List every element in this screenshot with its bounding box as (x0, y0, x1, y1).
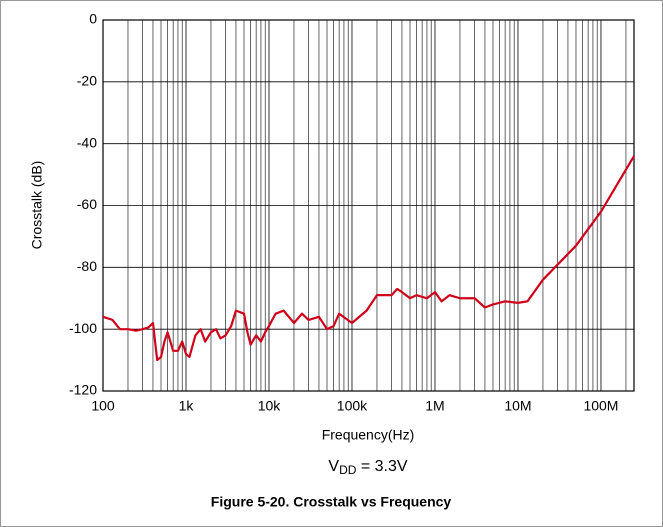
y-axis-label: Crosstalk (dB) (29, 161, 45, 250)
x-tick-label: 100 (91, 398, 115, 414)
x-tick-label: 100M (583, 398, 618, 414)
y-tick-label: -20 (77, 73, 97, 89)
annotation-base: V (328, 458, 339, 475)
x-tick-label: 10k (258, 398, 282, 414)
y-tick-label: 0 (89, 11, 97, 27)
y-tick-label: -120 (69, 382, 97, 398)
annotation: VDD = 3.3V (328, 458, 407, 477)
y-tick-label: -100 (69, 320, 97, 336)
annotation-rest: = 3.3V (356, 458, 407, 475)
x-tick-label: 1k (179, 398, 195, 414)
line-series (102, 155, 635, 362)
y-tick-label: -60 (77, 196, 97, 212)
x-tick-label: 10M (504, 398, 531, 414)
x-tick-label: 100k (337, 398, 368, 414)
x-tick-label: 1M (425, 398, 444, 414)
chart-title: Figure 5-20. Crosstalk vs Frequency (211, 494, 452, 510)
y-tick-label: -80 (77, 258, 97, 274)
annotation-sub: DD (339, 463, 357, 477)
plot-border (102, 19, 635, 392)
y-tick-label: -40 (77, 134, 97, 150)
x-axis-label: Frequency(Hz) (322, 427, 415, 443)
plot: 100 1k 10k 100k 1M 10M 100M 0 -20 -40 -60 -80 -100 -1… (69, 11, 635, 414)
